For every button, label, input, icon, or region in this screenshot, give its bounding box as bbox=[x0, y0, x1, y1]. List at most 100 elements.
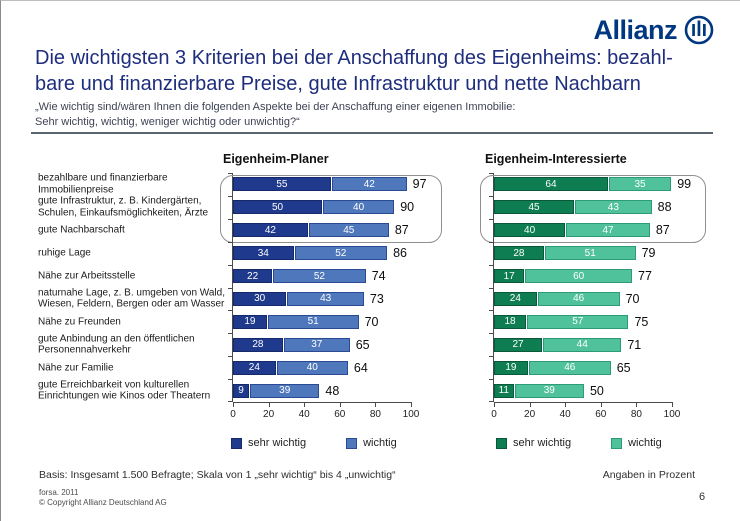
bar-segment-sehr-wichtig: 34 bbox=[233, 246, 294, 261]
survey-question: „Wie wichtig sind/wären Ihnen die folgen… bbox=[35, 100, 695, 129]
bar-segment-wichtig: 39 bbox=[514, 383, 584, 398]
x-axis-tick bbox=[636, 403, 638, 407]
bar-segment-wichtig: 42 bbox=[331, 177, 407, 192]
legend-swatch bbox=[496, 437, 507, 449]
y-axis-tick bbox=[228, 241, 233, 243]
bar-total-value: 65 bbox=[616, 360, 631, 375]
legend-label: wichtig bbox=[363, 437, 397, 449]
y-axis-tick bbox=[489, 356, 494, 358]
category-label: gute Nachbarschaft bbox=[38, 224, 125, 236]
bar-row: 17 60 77 bbox=[494, 265, 729, 288]
bar-row: 24 40 64 bbox=[233, 356, 468, 379]
bar-row: 24 46 70 bbox=[494, 288, 729, 311]
bar-segment-wichtig: 40 bbox=[323, 200, 395, 215]
category-label: naturnahe Lage, z. B. umgeben von Wald, … bbox=[38, 287, 225, 310]
bar-row: 40 47 87 bbox=[494, 219, 729, 242]
x-axis-tick-label: 80 bbox=[369, 409, 381, 420]
category-label: gute Anbindung an den öffentlichen Perso… bbox=[38, 333, 195, 356]
bar-segment-wichtig: 47 bbox=[566, 223, 650, 238]
x-axis-tick bbox=[233, 403, 234, 407]
bar-total-value: 64 bbox=[353, 360, 368, 375]
bar-segment-wichtig: 35 bbox=[608, 177, 672, 192]
bar-row: 19 51 70 bbox=[233, 310, 468, 333]
legend-item: wichtig bbox=[346, 437, 397, 449]
bar-segment-wichtig: 51 bbox=[267, 314, 359, 329]
bar-total-value: 90 bbox=[400, 200, 415, 215]
allianz-logo-text: Allianz bbox=[593, 14, 677, 45]
x-axis-tick bbox=[672, 403, 673, 407]
x-axis-line bbox=[233, 402, 412, 403]
source-line1: forsa. 2011 bbox=[39, 488, 79, 497]
bar-total-value: 70 bbox=[364, 314, 379, 329]
bar-segment-sehr-wichtig: 18 bbox=[494, 314, 527, 329]
bar-total-value: 48 bbox=[325, 383, 340, 398]
page-number: 6 bbox=[699, 491, 706, 503]
legend-interessierte: sehr wichtig wichtig bbox=[496, 437, 662, 449]
legend-label: sehr wichtig bbox=[248, 437, 307, 449]
legend-swatch bbox=[611, 437, 623, 449]
source-line2: © Copyright Allianz Deutschland AG bbox=[39, 498, 167, 508]
category-label: bezahlbare und finanzierbare Immobilienp… bbox=[38, 172, 168, 196]
x-axis-tick-label: 60 bbox=[595, 409, 607, 420]
bar-row: 34 52 86 bbox=[233, 242, 468, 265]
bar-row: 9 39 48 bbox=[233, 379, 468, 402]
x-axis-tick bbox=[565, 403, 567, 407]
bar-row: 28 37 65 bbox=[233, 333, 468, 356]
x-axis-tick-label: 100 bbox=[402, 409, 420, 420]
bar-segment-wichtig: 43 bbox=[575, 200, 652, 215]
category-label: Nähe zur Familie bbox=[38, 361, 114, 373]
y-axis-tick bbox=[228, 218, 233, 220]
bar-segment-sehr-wichtig: 55 bbox=[233, 177, 331, 192]
x-axis-tick bbox=[494, 403, 495, 407]
category-label: Nähe zu Freunden bbox=[38, 316, 121, 328]
bar-row: 19 46 65 bbox=[494, 356, 729, 379]
chart-title-eigenheim-interessierte: Eigenheim-Interessierte bbox=[485, 152, 627, 166]
bar-segment-sehr-wichtig: 40 bbox=[494, 223, 566, 238]
unit-note: Angaben in Prozent bbox=[602, 469, 695, 481]
bar-row: 50 40 90 bbox=[233, 196, 468, 219]
x-axis-tick bbox=[268, 403, 270, 407]
bar-segment-sehr-wichtig: 42 bbox=[233, 223, 308, 238]
x-axis-tick bbox=[411, 403, 412, 407]
plot-area-planer: 55 42 97 50 40 90 42 45 87 34 52 86 22 52 74 30 43 73 19 51… bbox=[220, 173, 442, 420]
y-axis-tick bbox=[489, 333, 494, 335]
y-axis-tick bbox=[228, 401, 233, 402]
x-axis-tick-label: 20 bbox=[524, 409, 536, 420]
bar-segment-sehr-wichtig: 50 bbox=[233, 200, 322, 215]
legend-planer: sehr wichtig wichtig bbox=[231, 437, 397, 449]
bar-row: 11 39 50 bbox=[494, 379, 729, 402]
legend-label: sehr wichtig bbox=[513, 437, 572, 449]
bar-segment-sehr-wichtig: 19 bbox=[233, 314, 267, 329]
category-label: gute Erreichbarkeit von kulturellen Einr… bbox=[38, 379, 211, 402]
chart-eigenheim-interessierte: 64 35 99 45 43 88 40 47 87 28 51 79 17 60 77 24 46 70 18 57… bbox=[480, 173, 729, 425]
bar-total-value: 65 bbox=[355, 337, 370, 352]
survey-question-line1: „Wie wichtig sind/wären Ihnen die folgen… bbox=[35, 101, 516, 113]
page-title-line1: Die wichtigsten 3 Kriterien bei der Ansc… bbox=[35, 47, 673, 69]
bar-row: 18 57 75 bbox=[494, 310, 729, 333]
bar-segment-wichtig: 60 bbox=[525, 269, 633, 284]
legend-item: sehr wichtig bbox=[231, 437, 306, 449]
x-axis-tick bbox=[339, 403, 341, 407]
bar-row: 42 45 87 bbox=[233, 219, 468, 242]
legend-item: wichtig bbox=[611, 437, 662, 449]
bar-total-value: 88 bbox=[657, 200, 672, 215]
x-axis-tick-label: 60 bbox=[334, 409, 346, 420]
x-axis-tick-label: 40 bbox=[298, 409, 310, 420]
x-axis-tick-label: 20 bbox=[263, 409, 275, 420]
bar-row: 45 43 88 bbox=[494, 196, 729, 219]
bar-segment-sehr-wichtig: 64 bbox=[494, 177, 608, 192]
top3-highlight-frame bbox=[480, 175, 706, 243]
chart-eigenheim-planer: 55 42 97 50 40 90 42 45 87 34 52 86 22 52 74 30 43 73 19 51… bbox=[220, 173, 467, 425]
x-axis-line bbox=[494, 402, 673, 403]
bar-total-value: 74 bbox=[371, 269, 386, 284]
bar-segment-wichtig: 52 bbox=[294, 246, 388, 261]
basis-note: Basis: Insgesamt 1.500 Befragte; Skala v… bbox=[39, 469, 396, 481]
legend-item: sehr wichtig bbox=[496, 437, 571, 449]
x-axis-tick bbox=[529, 403, 531, 407]
bar-segment-wichtig: 37 bbox=[283, 337, 350, 352]
bar-segment-sehr-wichtig: 28 bbox=[233, 337, 283, 352]
y-axis-tick bbox=[228, 264, 233, 266]
y-axis-tick bbox=[489, 287, 494, 289]
legend-swatch bbox=[231, 437, 242, 449]
